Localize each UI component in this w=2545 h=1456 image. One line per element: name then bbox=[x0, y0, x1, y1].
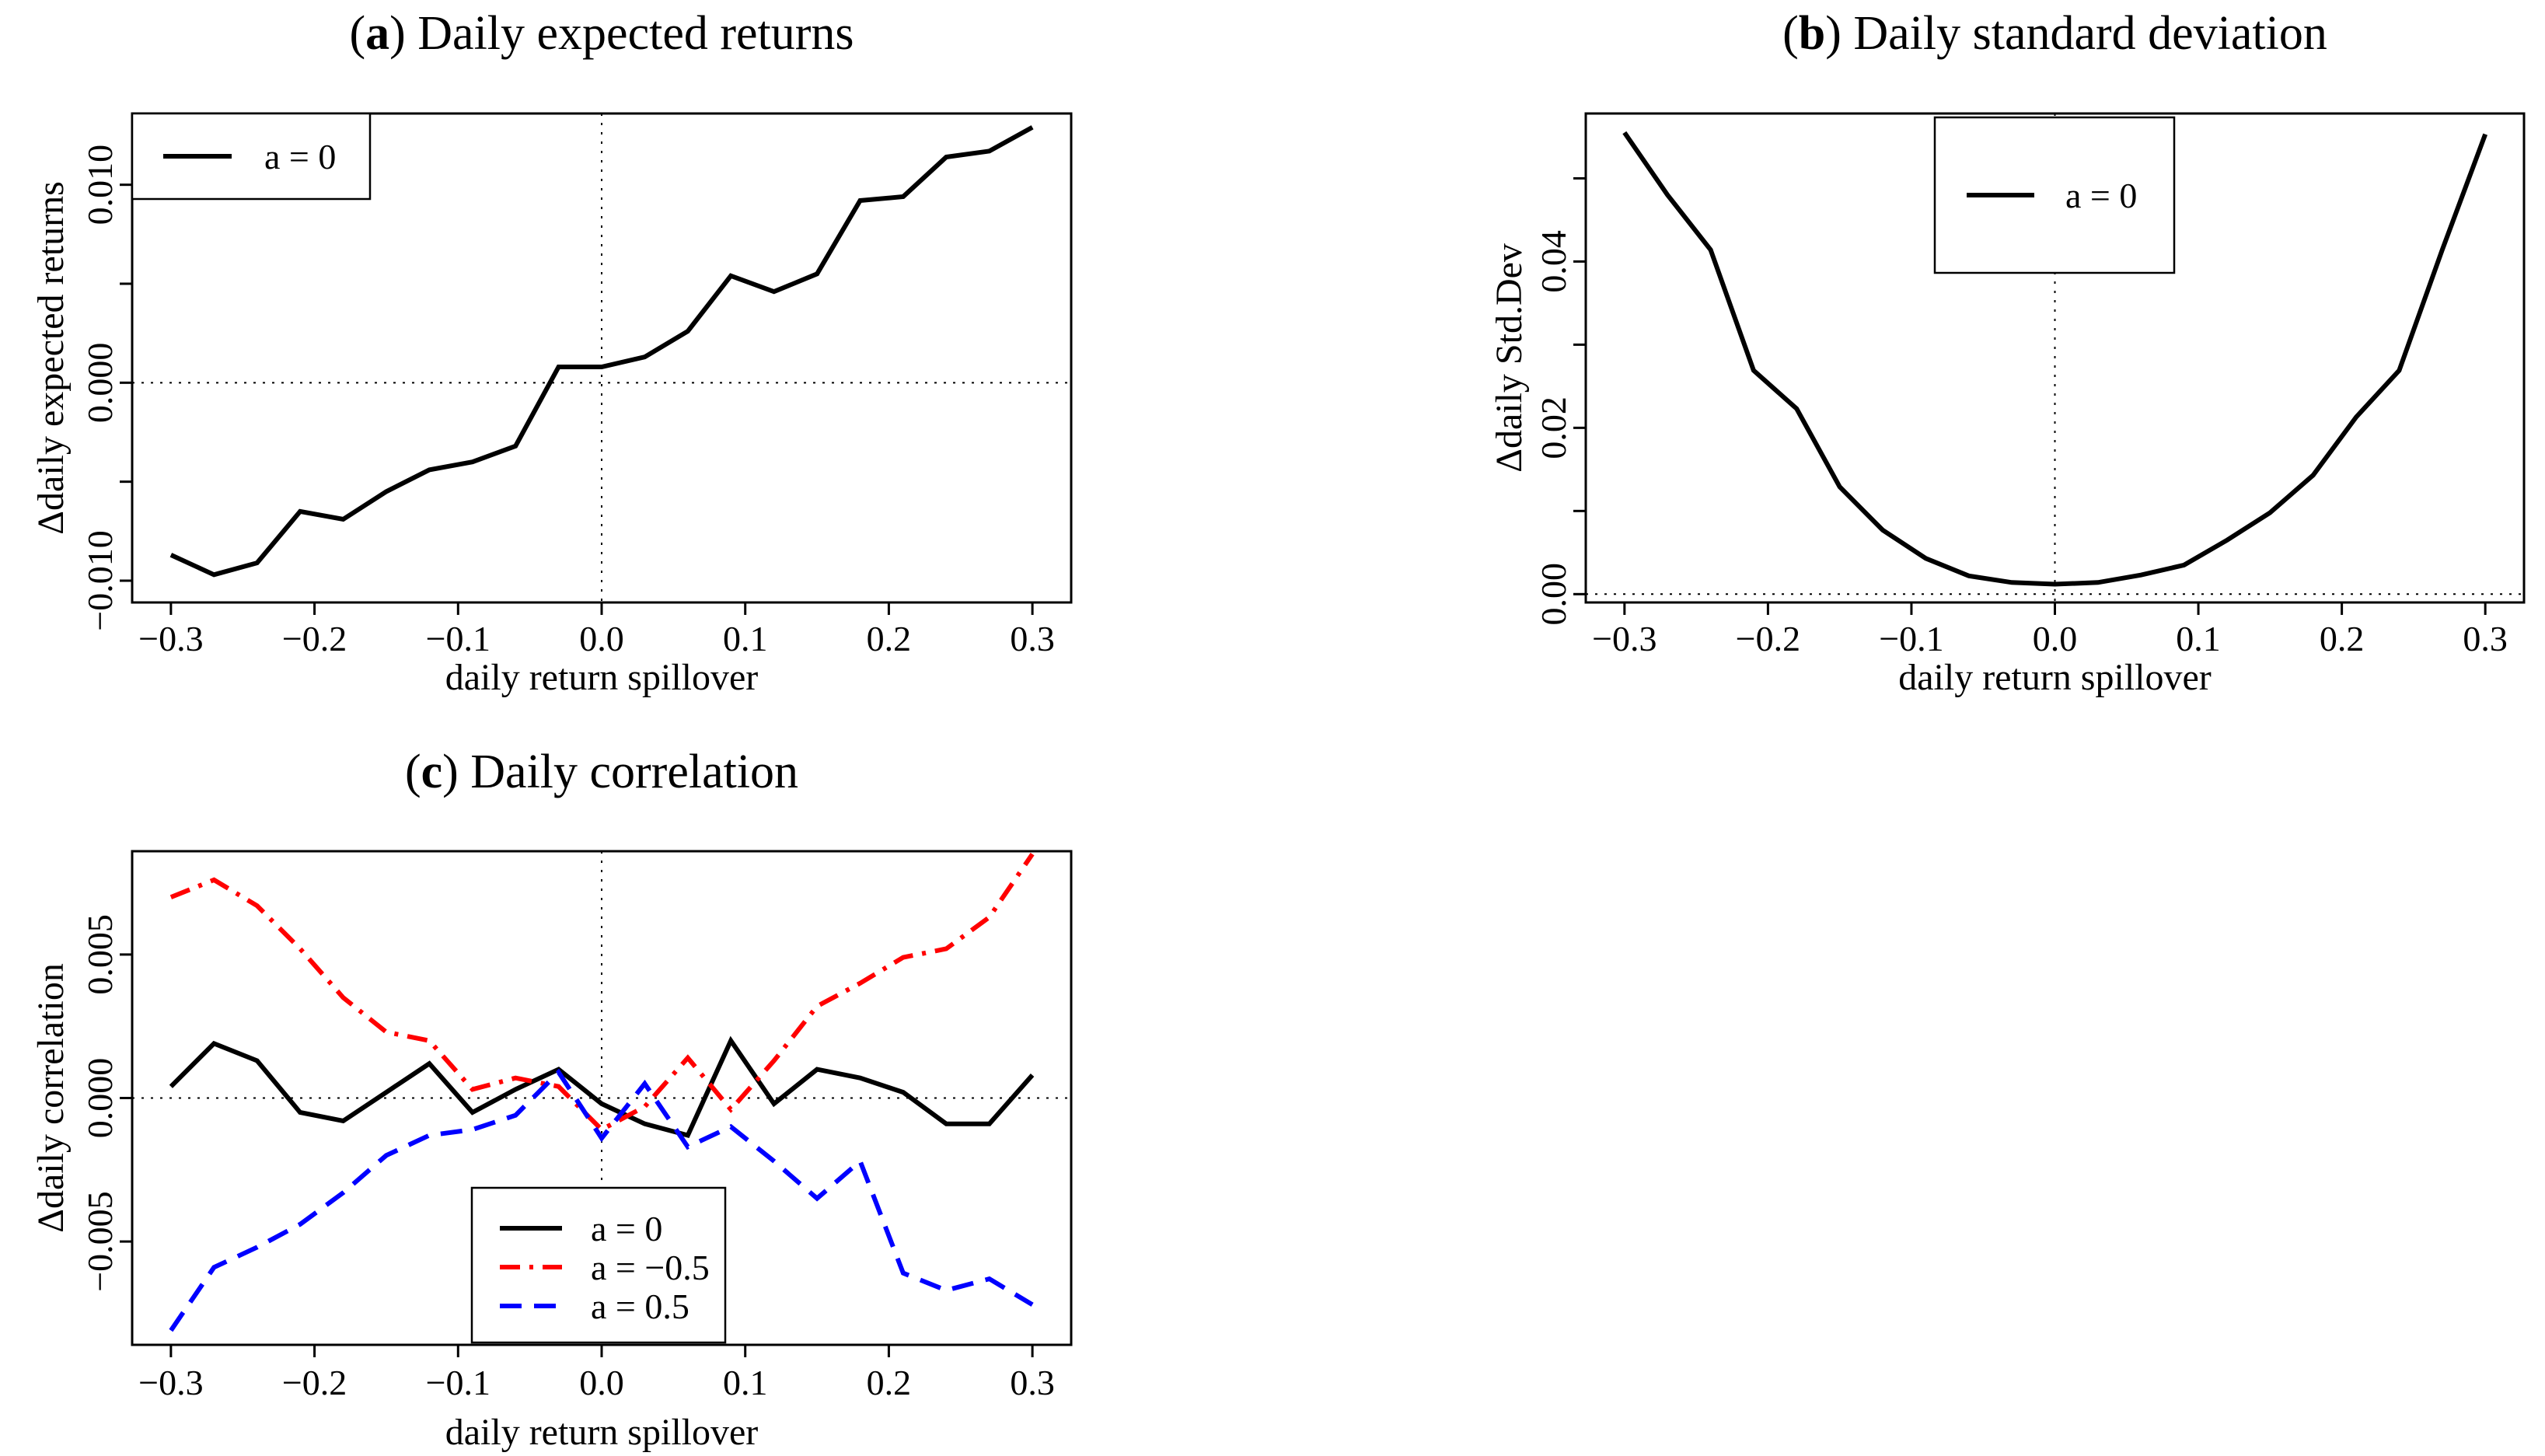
y-tick-label: −0.010 bbox=[80, 530, 120, 630]
x-tick-label: −0.3 bbox=[138, 619, 203, 658]
panel-b-chart: −0.3 −0.2 −0.1 0.0 0.1 0.2 0.3 daily return spi… bbox=[1489, 112, 2526, 698]
y-tick-label: −0.005 bbox=[80, 1191, 120, 1291]
x-tick-label: 0.1 bbox=[2176, 619, 2221, 658]
legend-label: a = 0 bbox=[591, 1209, 662, 1248]
x-axis-label: daily return spillover bbox=[1898, 657, 2212, 698]
y-axis-label: Δdaily Std.Dev bbox=[1489, 243, 1530, 473]
series-a=0 bbox=[1622, 131, 2488, 587]
panel-a-title: (a) Daily expected returns bbox=[349, 7, 854, 60]
x-tick-label: −0.1 bbox=[426, 619, 490, 658]
panel-c-title: (c) Daily correlation bbox=[404, 745, 799, 798]
x-tick-label: 0.3 bbox=[1010, 1363, 1055, 1402]
y-tick-label: 0.000 bbox=[80, 1058, 120, 1139]
x-tick-label: 0.2 bbox=[867, 619, 912, 658]
legend-label: a = 0 bbox=[2065, 176, 2137, 215]
legend: a = 0 bbox=[131, 112, 372, 201]
x-tick-label: 0.2 bbox=[867, 1363, 912, 1402]
x-tick-label: −0.1 bbox=[426, 1363, 490, 1402]
x-tick-label: 0.1 bbox=[723, 619, 768, 658]
y-tick-label: 0.000 bbox=[80, 343, 120, 424]
x-tick-label: 0.3 bbox=[1010, 619, 1055, 658]
x-tick-label: −0.2 bbox=[282, 619, 347, 658]
x-tick-label: 0.0 bbox=[579, 619, 624, 658]
y-tick-label: 0.010 bbox=[80, 145, 120, 225]
x-axis: −0.3 −0.2 −0.1 0.0 0.1 0.2 0.3 daily return spi… bbox=[138, 602, 1055, 698]
panel-a-chart: −0.3 −0.2 −0.1 0.0 0.1 0.2 0.3 daily return spi… bbox=[30, 112, 1073, 698]
series-a=0.5 bbox=[169, 1068, 1034, 1332]
panel-b-title: (b) Daily standard deviation bbox=[1782, 7, 2327, 60]
x-tick-label: 0.0 bbox=[2033, 619, 2078, 658]
legend-label: a = 0 bbox=[264, 137, 336, 176]
x-tick-label: 0.3 bbox=[2463, 619, 2508, 658]
y-tick-label: 0.04 bbox=[1534, 230, 1573, 293]
x-tick-label: 0.1 bbox=[723, 1363, 768, 1402]
reference-lines bbox=[132, 113, 1071, 602]
x-axis-label: daily return spillover bbox=[445, 1412, 759, 1453]
legend: a = 0 bbox=[1933, 116, 2176, 274]
y-tick-label: 0.005 bbox=[80, 914, 120, 995]
legend: a = 0a = −0.5a = 0.5 bbox=[470, 1186, 727, 1344]
y-tick-label: 0.00 bbox=[1534, 563, 1573, 626]
series-a=0 bbox=[169, 125, 1034, 578]
legend-label: a = −0.5 bbox=[591, 1248, 710, 1287]
x-tick-label: −0.2 bbox=[1736, 619, 1800, 658]
reference-lines bbox=[1586, 113, 2524, 602]
y-tick-label: 0.02 bbox=[1534, 396, 1573, 459]
series-a=−0.5 bbox=[169, 853, 1035, 1133]
y-axis-label: Δdaily correlation bbox=[30, 963, 72, 1233]
panel-c-chart: −0.3 −0.2 −0.1 0.0 0.1 0.2 0.3 daily return spi… bbox=[30, 850, 1073, 1453]
y-axis-label: Δdaily expected returns bbox=[30, 181, 72, 535]
x-axis: −0.3 −0.2 −0.1 0.0 0.1 0.2 0.3 daily return spi… bbox=[1592, 602, 2508, 698]
series-a=0 bbox=[169, 1035, 1035, 1139]
x-tick-label: −0.3 bbox=[1592, 619, 1657, 658]
x-tick-label: −0.1 bbox=[1879, 619, 1943, 658]
x-tick-label: −0.3 bbox=[138, 1363, 203, 1402]
x-tick-label: 0.2 bbox=[2320, 619, 2365, 658]
x-tick-label: −0.2 bbox=[282, 1363, 347, 1402]
x-axis: −0.3 −0.2 −0.1 0.0 0.1 0.2 0.3 daily return spi… bbox=[138, 1345, 1055, 1453]
x-axis-label: daily return spillover bbox=[445, 657, 759, 698]
x-tick-label: 0.0 bbox=[579, 1363, 624, 1402]
legend-label: a = 0.5 bbox=[591, 1287, 689, 1326]
